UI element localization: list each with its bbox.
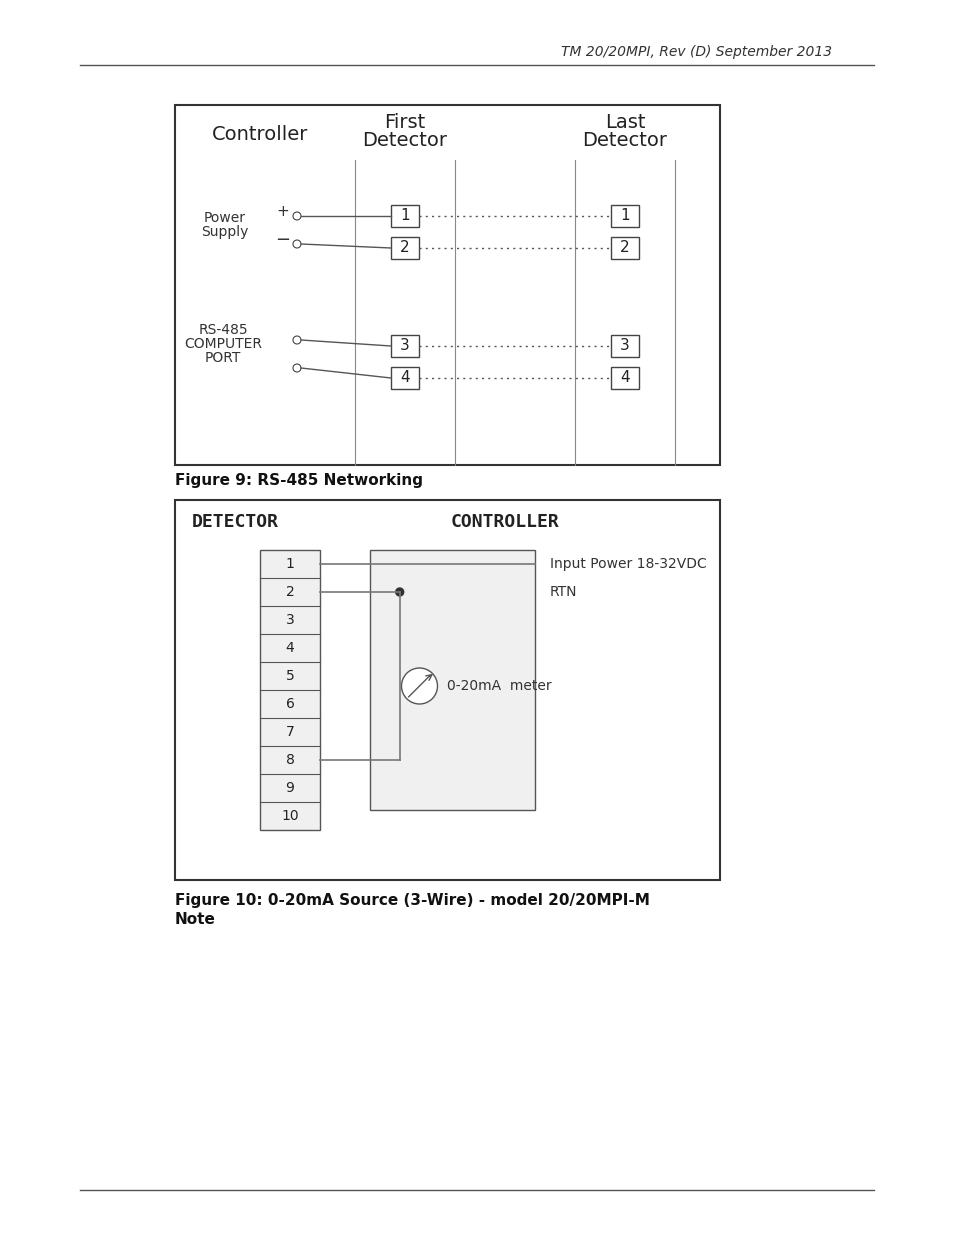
Bar: [610, 237, 639, 259]
Bar: [391, 237, 418, 259]
Text: 4: 4: [619, 370, 629, 385]
Text: DETECTOR: DETECTOR: [192, 513, 278, 531]
Text: 6: 6: [285, 697, 294, 711]
Bar: [391, 367, 418, 389]
Text: 3: 3: [399, 338, 410, 353]
Bar: [610, 367, 639, 389]
Text: Detector: Detector: [362, 131, 447, 149]
Text: −: −: [275, 231, 291, 249]
Text: 7: 7: [285, 725, 294, 739]
Text: PORT: PORT: [205, 351, 241, 366]
Text: RS-485: RS-485: [198, 324, 248, 337]
Text: Supply: Supply: [201, 225, 249, 240]
Bar: [610, 205, 639, 227]
Text: 4: 4: [285, 641, 294, 655]
Text: 8: 8: [285, 753, 294, 767]
Circle shape: [293, 240, 301, 248]
Text: +: +: [276, 205, 289, 220]
Text: Last: Last: [604, 114, 644, 132]
Circle shape: [293, 336, 301, 345]
Text: Detector: Detector: [582, 131, 667, 149]
Text: Controller: Controller: [212, 126, 308, 144]
Text: 1: 1: [399, 209, 410, 224]
Text: 3: 3: [285, 613, 294, 627]
Bar: [174, 105, 720, 466]
Text: First: First: [384, 114, 425, 132]
Text: 10: 10: [281, 809, 298, 823]
Text: TM 20/20MPI, Rev (D) September 2013: TM 20/20MPI, Rev (D) September 2013: [560, 44, 831, 59]
Text: Power: Power: [204, 211, 246, 225]
Circle shape: [293, 364, 301, 372]
Bar: [391, 335, 418, 357]
Bar: [174, 500, 720, 881]
Circle shape: [293, 212, 301, 220]
Text: RTN: RTN: [550, 585, 577, 599]
Text: Figure 9: RS-485 Networking: Figure 9: RS-485 Networking: [174, 473, 422, 488]
Text: CONTROLLER: CONTROLLER: [450, 513, 558, 531]
Text: 5: 5: [285, 669, 294, 683]
Text: 1: 1: [619, 209, 629, 224]
Bar: [391, 205, 418, 227]
Text: 2: 2: [285, 585, 294, 599]
Bar: [370, 550, 535, 810]
Text: 4: 4: [399, 370, 410, 385]
Bar: [610, 335, 639, 357]
Circle shape: [395, 588, 403, 597]
Text: 9: 9: [285, 781, 294, 795]
Text: 0-20mA  meter: 0-20mA meter: [447, 679, 552, 693]
Text: Note: Note: [174, 913, 215, 927]
Circle shape: [401, 668, 437, 704]
Text: 2: 2: [399, 241, 410, 256]
Text: Input Power 18-32VDC: Input Power 18-32VDC: [550, 557, 706, 571]
Text: 1: 1: [285, 557, 294, 571]
Bar: [260, 550, 319, 830]
Text: Figure 10: 0-20mA Source (3-Wire) - model 20/20MPI-M: Figure 10: 0-20mA Source (3-Wire) - mode…: [174, 893, 649, 908]
Text: 3: 3: [619, 338, 629, 353]
Text: COMPUTER: COMPUTER: [184, 337, 262, 351]
Text: 2: 2: [619, 241, 629, 256]
